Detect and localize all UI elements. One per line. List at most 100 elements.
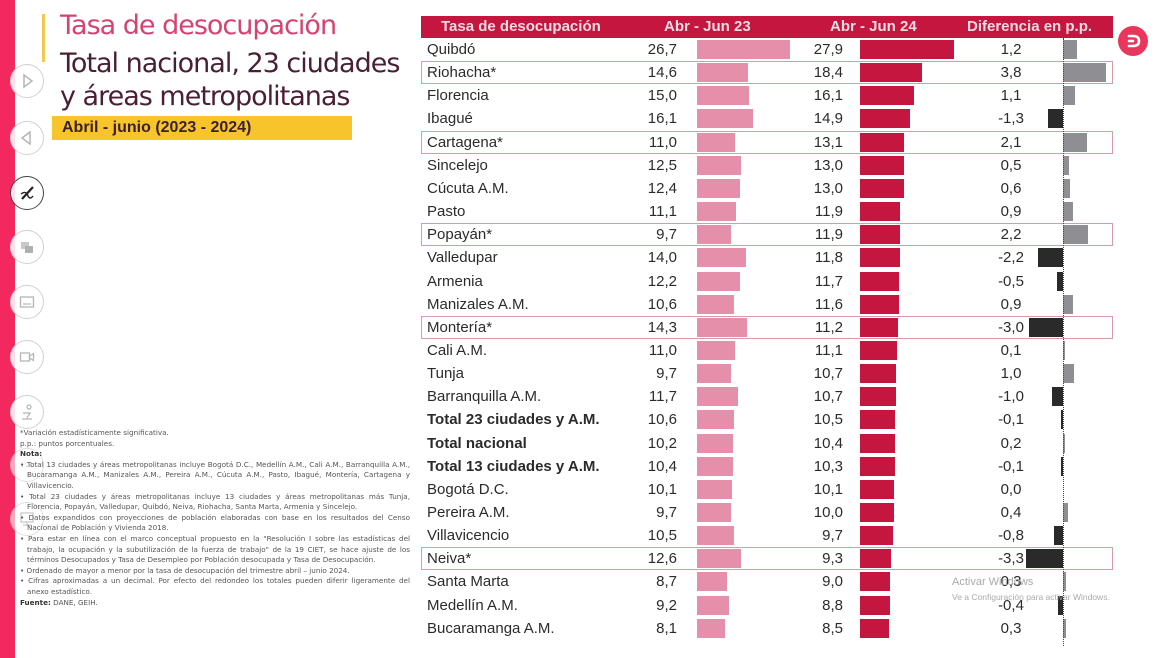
bar-2023	[697, 503, 731, 522]
column-header-diff: Diferencia en p.p.	[967, 18, 1093, 35]
source-label: Fuente:	[20, 597, 51, 607]
city-name: Bogotá D.C.	[427, 480, 509, 498]
bar-difference	[1061, 456, 1063, 476]
dane-logo-icon	[1127, 34, 1141, 48]
value-difference: 0,3	[1000, 619, 1022, 637]
city-name: Popayán*	[427, 226, 493, 244]
value-2023: 11,0	[648, 341, 677, 359]
value-difference: 0,4	[1000, 504, 1022, 521]
note-significance: *Variación estadísticamente significativ…	[20, 428, 169, 437]
city-name: Tunja	[427, 365, 464, 383]
previous-slide-button[interactable]	[10, 121, 44, 155]
table-row: Bogotá D.C. 10,1 10,1 0,0	[421, 478, 1113, 501]
value-difference: -1,3	[998, 110, 1024, 128]
table-row: Tunja 9,7 10,7 1,0	[421, 362, 1113, 385]
value-2023: 8,7	[656, 573, 677, 591]
bar-2024	[860, 340, 898, 360]
column-header-2023: Abr - Jun 23	[664, 18, 751, 35]
bar-2023	[697, 294, 734, 314]
value-2023: 26,7	[647, 41, 677, 58]
value-2023: 12,5	[647, 156, 677, 174]
bar-2023	[697, 63, 748, 83]
camera-button[interactable]	[10, 340, 44, 374]
value-2023: 8,1	[656, 619, 677, 637]
bar-difference	[1063, 155, 1069, 175]
value-2024: 27,9	[813, 41, 843, 58]
value-2024: 10,7	[813, 388, 843, 406]
table-row: Barranquilla A.M. 11,7 10,7 -1,0	[421, 385, 1113, 408]
value-2023: 10,1	[647, 480, 677, 498]
bar-difference	[1063, 202, 1074, 222]
value-2024: 11,8	[814, 249, 843, 267]
bar-difference	[1063, 340, 1065, 360]
value-difference: 0,9	[1000, 203, 1022, 221]
city-name: Cartagena*	[427, 133, 503, 151]
value-2024: 8,5	[822, 619, 843, 637]
bar-2023	[697, 271, 740, 291]
value-2024: 9,0	[822, 573, 843, 591]
more-icon: ···	[20, 457, 34, 473]
bar-2024	[860, 317, 898, 337]
value-2024: 11,2	[814, 318, 843, 336]
bar-2023	[697, 595, 730, 615]
bar-2024	[860, 479, 895, 499]
bar-difference	[1058, 595, 1063, 615]
presenter-button[interactable]	[10, 395, 44, 429]
value-difference: -0,8	[998, 527, 1024, 545]
value-2023: 14,0	[647, 249, 677, 267]
bar-difference	[1063, 572, 1067, 592]
slides-button[interactable]	[10, 230, 44, 264]
bar-2024	[860, 202, 901, 222]
more-options-button[interactable]: ···	[10, 448, 44, 482]
value-2023: 10,6	[647, 295, 677, 313]
bar-2024	[860, 225, 901, 245]
table-row: Montería* 14,3 11,2 -3,0	[421, 315, 1113, 339]
bar-difference	[1063, 86, 1076, 106]
bar-2023	[697, 479, 733, 499]
bar-2024	[860, 364, 897, 384]
bar-difference	[1063, 40, 1077, 59]
value-2023: 15,0	[647, 87, 677, 105]
value-2024: 18,4	[813, 64, 843, 82]
value-2023: 16,1	[647, 110, 677, 128]
table-row: Armenia 12,2 11,7 -0,5	[421, 270, 1113, 293]
pen-tool-button[interactable]	[10, 176, 44, 210]
value-2023: 14,3	[647, 318, 677, 336]
city-name: Santa Marta	[427, 573, 509, 591]
bar-difference	[1063, 132, 1087, 152]
table-row: Riohacha* 14,6 18,4 3,8	[421, 61, 1113, 85]
table-row: Sincelejo 12,5 13,0 0,5	[421, 154, 1113, 177]
value-difference: -3,3	[998, 550, 1024, 568]
city-name: Armenia	[427, 272, 483, 290]
note-item: • Ordenado de mayor a menor por la tasa …	[20, 565, 350, 575]
next-slide-button[interactable]	[10, 64, 44, 98]
bar-2023	[697, 317, 747, 337]
camera-icon	[19, 352, 35, 362]
value-difference: -2,2	[998, 249, 1024, 267]
value-2024: 11,6	[814, 295, 843, 313]
value-2024: 11,9	[814, 226, 843, 244]
value-2024: 10,1	[813, 480, 843, 498]
bar-2023	[697, 549, 741, 569]
screen-button[interactable]	[10, 502, 44, 536]
bar-2024	[860, 271, 900, 291]
table-row: Medellín A.M. 9,2 8,8 -0,4	[421, 594, 1113, 617]
bar-difference	[1063, 225, 1088, 245]
value-2023: 14,6	[647, 64, 677, 82]
value-difference: 0,5	[1000, 156, 1022, 174]
page-subtitle: Total nacional, 23 ciudades y áreas metr…	[60, 48, 400, 112]
table-row: Cartagena* 11,0 13,1 2,1	[421, 130, 1113, 154]
pen-icon	[20, 186, 34, 200]
bar-difference	[1063, 618, 1067, 638]
value-difference: -0,1	[998, 457, 1024, 475]
value-difference: -0,4	[998, 596, 1024, 614]
bar-2024	[860, 40, 955, 59]
value-2023: 9,7	[656, 504, 677, 521]
difference-zero-axis	[1063, 38, 1064, 646]
subtitles-button[interactable]	[10, 285, 44, 319]
value-2023: 12,6	[647, 550, 677, 568]
city-name: Total nacional	[427, 434, 527, 452]
value-2024: 10,4	[813, 434, 843, 452]
table-row: Ibagué 16,1 14,9 -1,3	[421, 107, 1113, 130]
city-name: Neiva*	[427, 550, 472, 568]
